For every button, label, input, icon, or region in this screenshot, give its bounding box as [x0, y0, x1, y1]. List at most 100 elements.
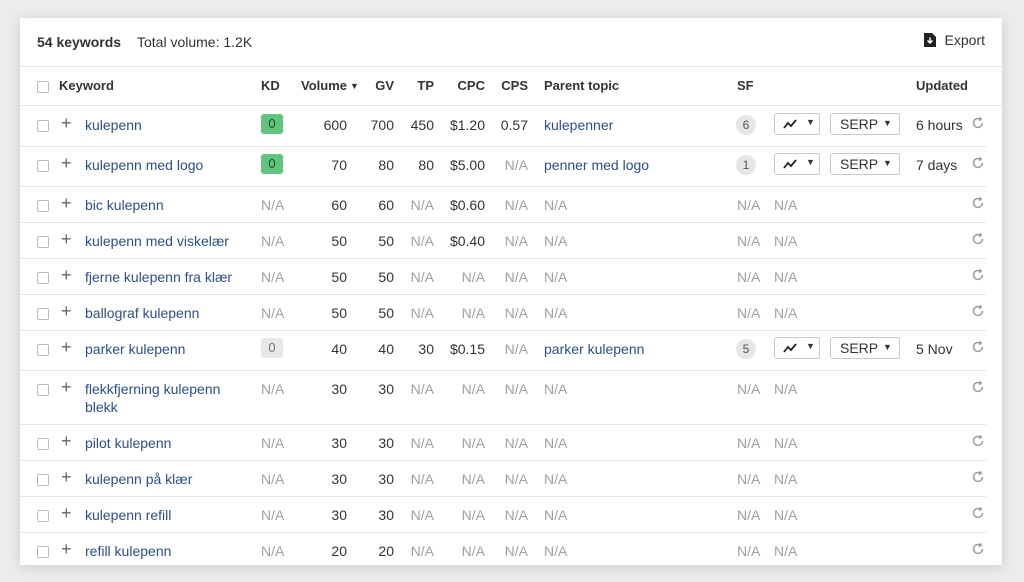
add-keyword-icon[interactable]: +	[61, 153, 72, 173]
row-checkbox[interactable]	[37, 160, 49, 172]
row-checkbox[interactable]	[37, 384, 49, 396]
cps-value: N/A	[504, 305, 528, 321]
refresh-icon[interactable]	[971, 542, 985, 556]
gv-value: 30	[378, 435, 394, 451]
add-keyword-icon[interactable]: +	[61, 467, 72, 487]
keyword-link[interactable]: kulepenn med logo	[85, 157, 204, 173]
chevron-down-icon: ▼	[806, 117, 815, 127]
row-checkbox[interactable]	[37, 546, 49, 558]
row-checkbox[interactable]	[37, 308, 49, 320]
col-cps[interactable]: CPS	[501, 78, 528, 93]
add-keyword-icon[interactable]: +	[61, 377, 72, 397]
serp-value: N/A	[774, 471, 798, 487]
col-parent-topic[interactable]: Parent topic	[544, 78, 620, 93]
add-keyword-icon[interactable]: +	[61, 431, 72, 451]
row-checkbox[interactable]	[37, 236, 49, 248]
parent-topic-link[interactable]: parker kulepenn	[544, 341, 645, 357]
keyword-link[interactable]: ballograf kulepenn	[85, 305, 200, 321]
keyword-link[interactable]: fjerne kulepenn fra klær	[85, 269, 233, 285]
cps-value: N/A	[504, 471, 528, 487]
refresh-icon[interactable]	[971, 434, 985, 448]
sf-value: N/A	[737, 507, 761, 523]
col-tp[interactable]: TP	[417, 78, 434, 93]
refresh-icon[interactable]	[971, 340, 985, 354]
cps-value: N/A	[504, 381, 528, 397]
sf-count-badge[interactable]: 5	[736, 339, 756, 359]
keyword-link[interactable]: refill kulepenn	[85, 543, 172, 559]
refresh-icon[interactable]	[971, 470, 985, 484]
col-updated[interactable]: Updated	[916, 78, 968, 93]
refresh-icon[interactable]	[971, 380, 985, 394]
col-sf[interactable]: SF	[737, 78, 754, 93]
col-gv[interactable]: GV	[375, 78, 394, 93]
add-keyword-icon[interactable]: +	[61, 503, 72, 523]
refresh-icon[interactable]	[971, 196, 985, 210]
add-keyword-icon[interactable]: +	[61, 337, 72, 357]
serp-dropdown[interactable]: SERP ▼	[830, 337, 900, 359]
refresh-icon[interactable]	[971, 116, 985, 130]
trend-dropdown[interactable]: ▼	[774, 153, 820, 175]
col-volume[interactable]: Volume ▼	[301, 78, 359, 93]
gv-value: 30	[378, 471, 394, 487]
add-keyword-icon[interactable]: +	[61, 113, 72, 133]
sf-count-badge[interactable]: 1	[736, 155, 756, 175]
gv-value: 60	[378, 197, 394, 213]
keyword-link[interactable]: kulepenn	[85, 117, 142, 133]
add-keyword-icon[interactable]: +	[61, 265, 72, 285]
cps-value: N/A	[504, 507, 528, 523]
row-checkbox[interactable]	[37, 438, 49, 450]
keyword-link[interactable]: kulepenn med viskelær	[85, 233, 229, 249]
trend-dropdown[interactable]: ▼	[774, 337, 820, 359]
add-keyword-icon[interactable]: +	[61, 301, 72, 321]
serp-dropdown[interactable]: SERP ▼	[830, 113, 900, 135]
parent-topic-link[interactable]: kulepenner	[544, 117, 614, 133]
tp-value: N/A	[410, 305, 434, 321]
row-checkbox[interactable]	[37, 200, 49, 212]
col-kd[interactable]: KD	[261, 78, 280, 93]
refresh-icon[interactable]	[971, 156, 985, 170]
volume-value: 30	[331, 435, 347, 451]
refresh-icon[interactable]	[971, 506, 985, 520]
col-cpc[interactable]: CPC	[457, 78, 485, 93]
serp-dropdown[interactable]: SERP ▼	[830, 153, 900, 175]
row-checkbox[interactable]	[37, 120, 49, 132]
parent-topic-link[interactable]: penner med logo	[544, 157, 650, 173]
tp-value: N/A	[410, 435, 434, 451]
sf-value: N/A	[737, 435, 761, 451]
updated-value: 6 hours	[916, 117, 963, 133]
refresh-icon[interactable]	[971, 304, 985, 318]
add-keyword-icon[interactable]: +	[61, 539, 72, 559]
add-keyword-icon[interactable]: +	[61, 193, 72, 213]
export-button[interactable]: Export	[923, 32, 985, 48]
add-keyword-icon[interactable]: +	[61, 229, 72, 249]
row-checkbox[interactable]	[37, 344, 49, 356]
table-row: + kulepenn 0 600 700 450 $1.20 0.57 kulepenner 6 ▼…	[20, 106, 986, 147]
trend-chart-icon	[783, 159, 797, 169]
kd-value: N/A	[261, 381, 285, 397]
col-keyword[interactable]: Keyword	[59, 78, 114, 93]
trend-dropdown[interactable]: ▼	[774, 113, 820, 135]
sf-count-badge[interactable]: 6	[736, 115, 756, 135]
keyword-link[interactable]: kulepenn på klær	[85, 471, 193, 487]
keyword-link[interactable]: parker kulepenn	[85, 341, 186, 357]
refresh-icon[interactable]	[971, 232, 985, 246]
refresh-icon[interactable]	[971, 268, 985, 282]
cpc-value: N/A	[461, 381, 485, 397]
total-volume: Total volume: 1.2K	[137, 34, 253, 50]
tp-value: N/A	[410, 269, 434, 285]
volume-value: 50	[331, 305, 347, 321]
keyword-link[interactable]: pilot kulepenn	[85, 435, 172, 451]
kd-value: N/A	[261, 471, 285, 487]
row-checkbox[interactable]	[37, 474, 49, 486]
row-checkbox[interactable]	[37, 510, 49, 522]
row-checkbox[interactable]	[37, 272, 49, 284]
table-row: + bic kulepenn N/A 60 60 N/A $0.60 N/A N/A N/A N/A	[20, 186, 986, 223]
keyword-link[interactable]: kulepenn refill	[85, 507, 172, 523]
keyword-link[interactable]: flekkfjerning kulepenn blekk	[85, 381, 221, 415]
volume-value: 20	[331, 543, 347, 559]
select-all-checkbox[interactable]	[37, 81, 49, 93]
keyword-link[interactable]: bic kulepenn	[85, 197, 164, 213]
col-volume-label: Volume	[301, 78, 347, 93]
parent-topic: N/A	[544, 233, 568, 249]
chevron-down-icon: ▼	[883, 118, 892, 128]
